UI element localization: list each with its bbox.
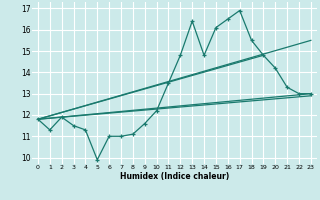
- X-axis label: Humidex (Indice chaleur): Humidex (Indice chaleur): [120, 172, 229, 181]
